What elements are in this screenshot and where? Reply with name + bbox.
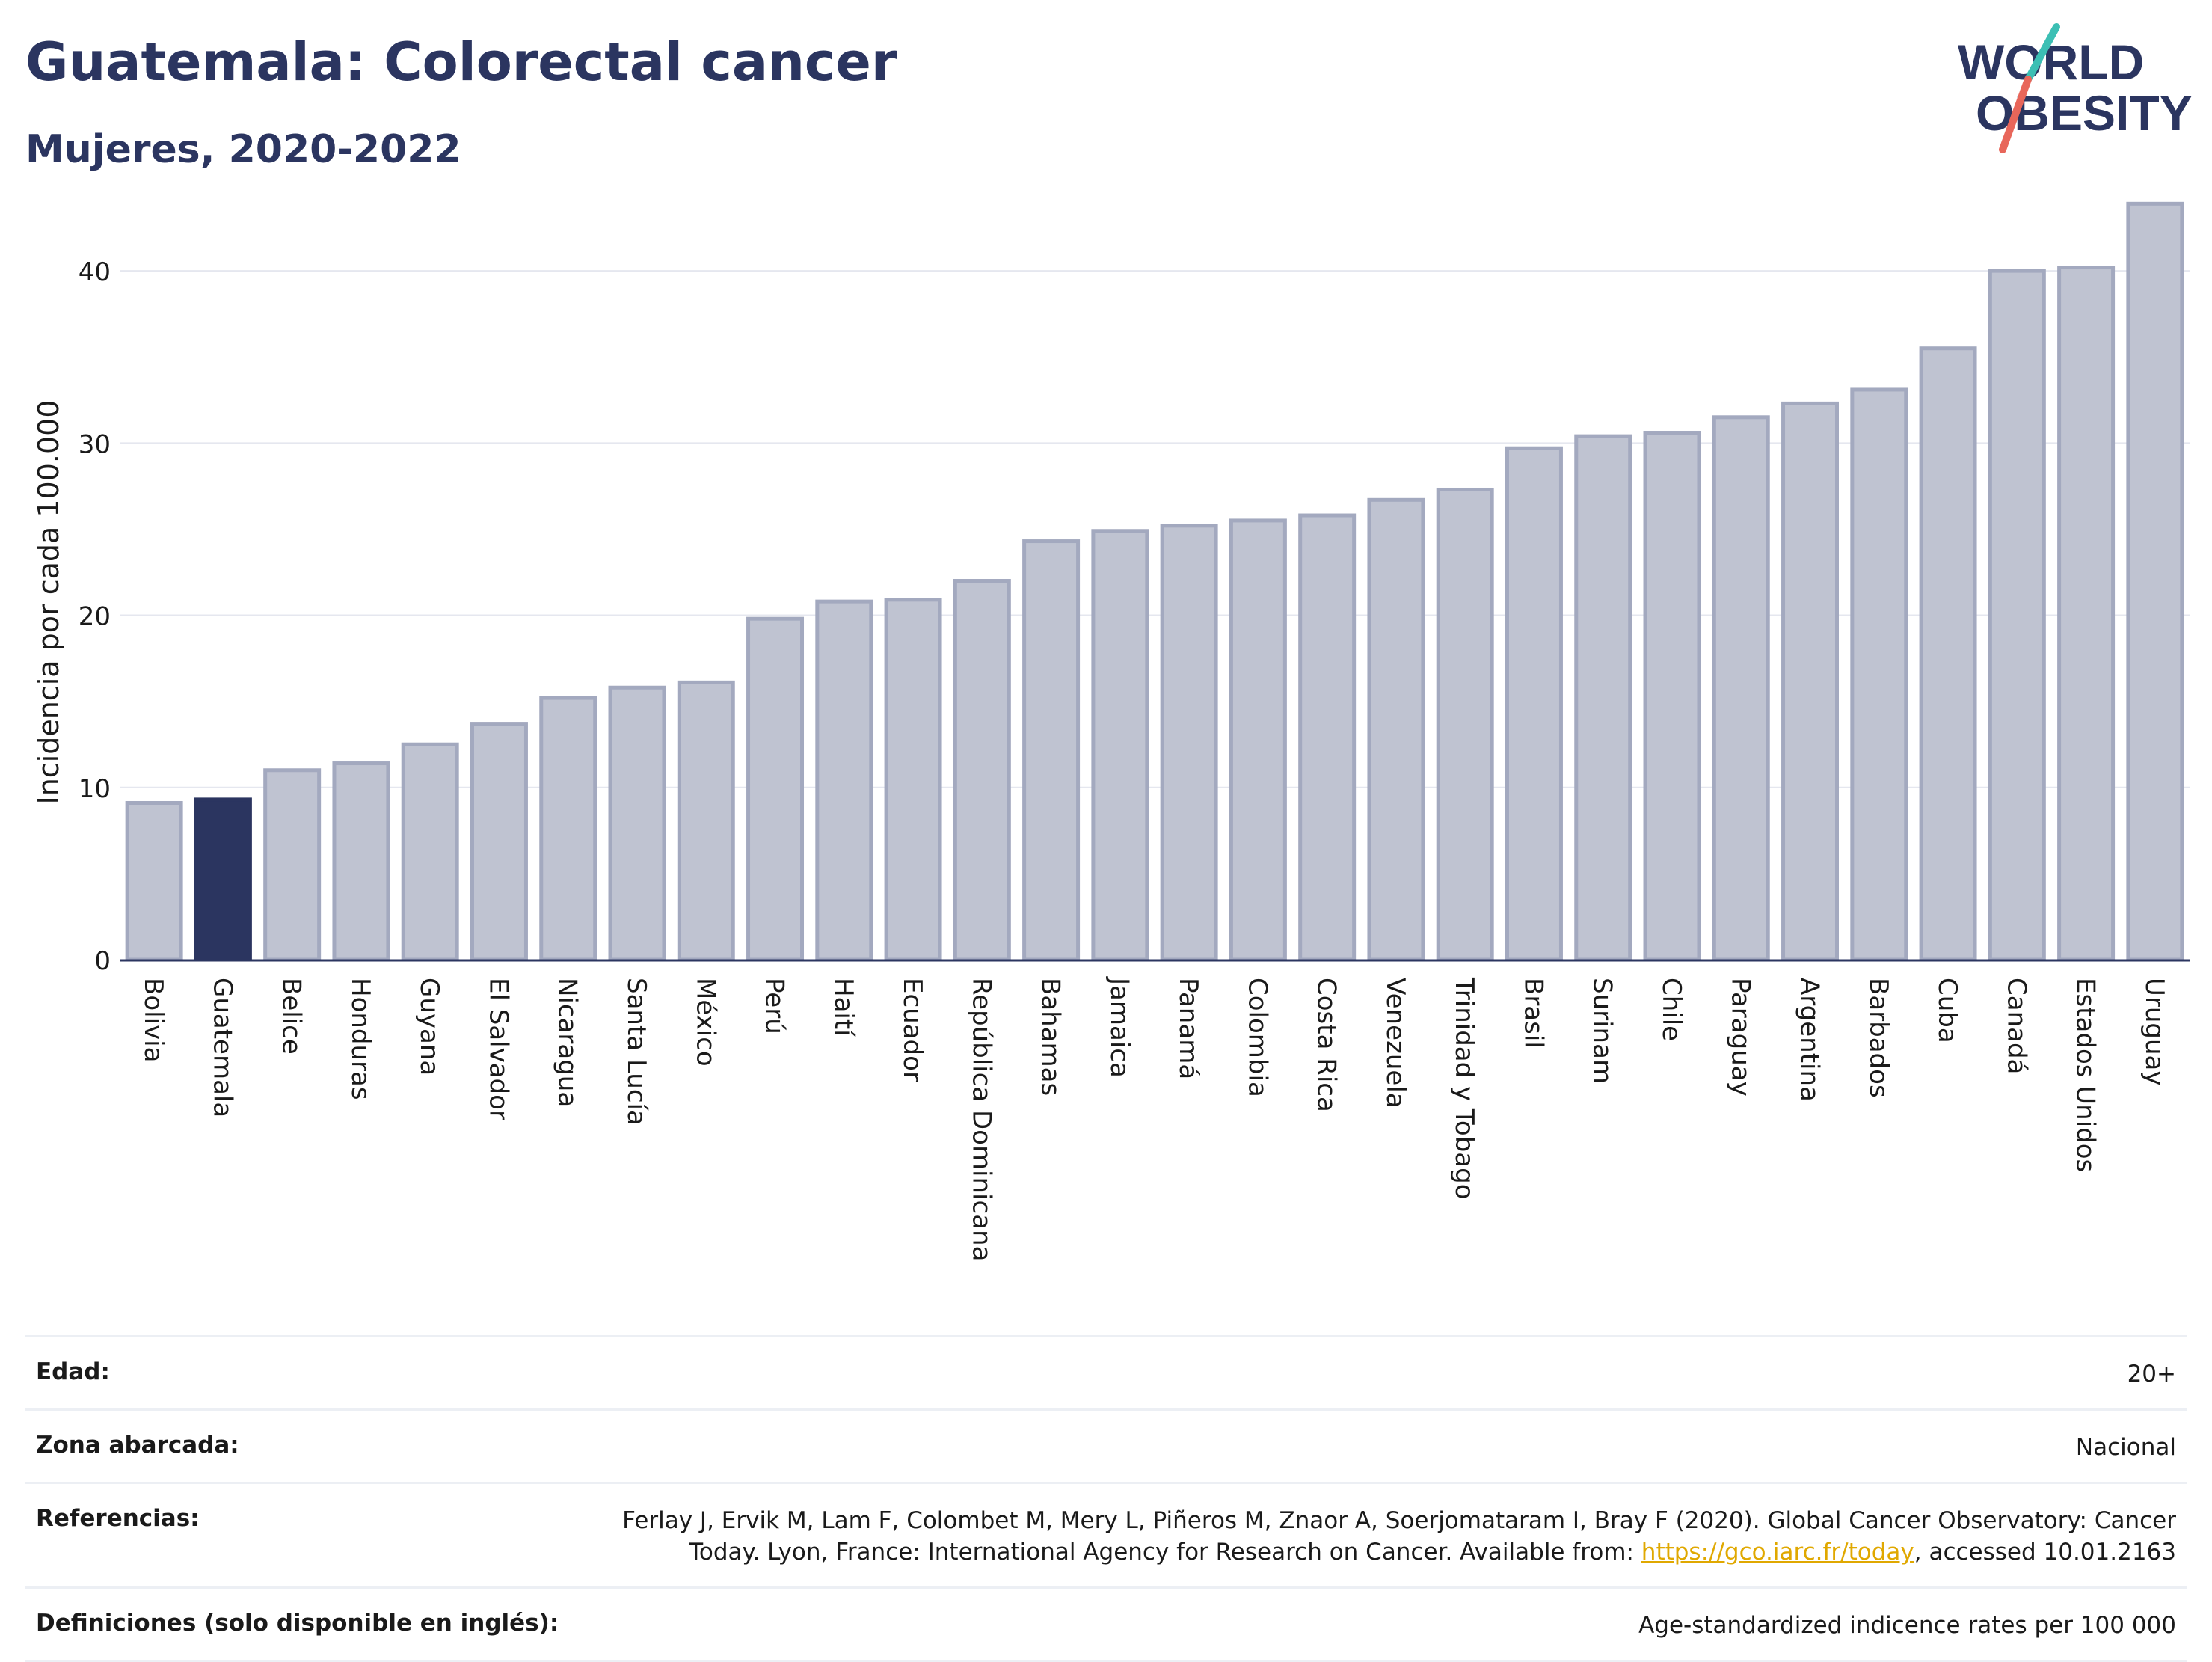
details-table: Edad: 20+ Zona abarcada: Nacional Refere… — [25, 1335, 2187, 1662]
bar-guatemala — [194, 797, 252, 962]
x-tick-label: Argentina — [1795, 978, 1825, 1102]
bar-colombia — [1229, 518, 1287, 962]
details-row-coverage: Zona abarcada: Nacional — [25, 1411, 2187, 1484]
bar-belice — [263, 768, 322, 962]
x-tick-label: Bolivia — [138, 978, 168, 1062]
x-tick-label: Perú — [760, 978, 790, 1034]
bar-guyana — [401, 742, 459, 962]
references-accessed: , accessed 10.01.2163 — [1914, 1539, 2176, 1566]
y-tick-label: 20 — [79, 602, 111, 632]
details-row-age: Edad: 20+ — [25, 1337, 2187, 1411]
details-value: Age-standardized indicence rates per 100… — [1638, 1612, 2176, 1640]
chart-title: Guatemala: Colorectal cancer — [25, 31, 897, 93]
y-tick-label: 0 — [94, 946, 111, 976]
x-tick-label: Uruguay — [2139, 978, 2169, 1086]
details-row-references: Referencias: Ferlay J, Ervik M, Lam F, C… — [25, 1484, 2187, 1589]
bar-surinam — [1574, 434, 1632, 962]
bar-haití — [815, 599, 873, 962]
bar-bolivia — [125, 800, 183, 962]
details-label: Referencias: — [36, 1504, 200, 1532]
y-tick-label: 30 — [79, 429, 111, 459]
x-tick-label: República Dominicana — [966, 978, 996, 1261]
bar-paraguay — [1712, 415, 1770, 962]
bar-el-salvador — [470, 722, 528, 962]
bar-argentina — [1781, 401, 1840, 962]
logo-slash-coral — [1999, 76, 2032, 153]
x-tick-label: El Salvador — [483, 978, 513, 1120]
bar-brasil — [1505, 446, 1563, 962]
x-tick-label: Surinam — [1588, 978, 1617, 1084]
details-label: Edad: — [36, 1358, 110, 1385]
x-tick-label: Santa Lucía — [621, 978, 651, 1126]
y-tick-label: 40 — [79, 257, 111, 287]
x-tick-label: Panamá — [1173, 978, 1203, 1079]
bar-panamá — [1160, 524, 1218, 962]
bar-honduras — [332, 761, 390, 962]
y-axis-label: Incidencia por cada 100.000 — [32, 399, 65, 804]
bar-méxico — [677, 680, 735, 962]
x-tick-label: Guatemala — [207, 978, 237, 1117]
bar-barbados — [1850, 387, 1908, 962]
bar-costa-rica — [1298, 513, 1357, 962]
bar-república-dominicana — [953, 579, 1011, 962]
x-tick-label: México — [690, 978, 720, 1067]
bar-chile — [1643, 431, 1701, 962]
bar-canadá — [1988, 269, 2046, 962]
references-citation: Ferlay J, Ervik M, Lam F, Colombet M, Me… — [622, 1506, 2176, 1566]
details-row-definitions: Definiciones (solo disponible en inglés)… — [25, 1589, 2187, 1662]
details-label: Definiciones (solo disponible en inglés)… — [36, 1610, 559, 1637]
x-tick-label: Brasil — [1518, 978, 1548, 1049]
x-tick-labels: Bolivia Guatemala Belice Honduras Guyana El S… — [138, 976, 2169, 1261]
bar-venezuela — [1367, 497, 1425, 962]
details-label: Zona abarcada: — [36, 1431, 239, 1459]
x-tick-label: Venezuela — [1380, 978, 1410, 1108]
x-tick-label: Bahamas — [1036, 978, 1066, 1096]
x-tick-label: Ecuador — [897, 978, 927, 1082]
bar-chart: 0 10 20 30 40 Bolivia Guatemala Belice Honduras… — [32, 201, 2190, 1261]
y-tick-label: 10 — [79, 774, 111, 804]
references-text: Ferlay J, Ervik M, Lam F, Colombet M, Me… — [606, 1505, 2176, 1569]
logo-slash-teal — [2024, 23, 2060, 83]
x-tick-label: Estados Unidos — [2071, 978, 2101, 1172]
x-tick-label: Haití — [829, 978, 858, 1037]
bar-perú — [746, 616, 805, 962]
bar-uruguay — [2126, 201, 2184, 962]
bar-cuba — [1919, 346, 1977, 962]
x-tick-label: Barbados — [1864, 978, 1893, 1098]
gridlines — [120, 270, 2190, 788]
bar-estados-unidos — [2057, 266, 2116, 962]
x-tick-label: Trinidad y Tobago — [1449, 977, 1479, 1200]
x-tick-label: Costa Rica — [1312, 978, 1342, 1112]
source-link[interactable]: https://gco.iarc.fr/today — [1641, 1539, 1914, 1566]
world-obesity-logo: WORLD OBESITY — [1958, 23, 2193, 153]
x-tick-label: Nicaragua — [553, 978, 583, 1107]
x-tick-label: Paraguay — [1725, 978, 1755, 1097]
x-tick-label: Canadá — [2001, 978, 2031, 1074]
x-tick-label: Colombia — [1242, 978, 1272, 1097]
bar-nicaragua — [539, 696, 597, 962]
x-tick-label: Belice — [277, 978, 307, 1055]
details-value: 20+ — [2127, 1361, 2176, 1387]
bar-santa-lucía — [608, 685, 666, 962]
x-tick-label: Jamaica — [1105, 976, 1134, 1078]
bar-ecuador — [884, 598, 942, 962]
bar-trinidad-y-tobago — [1436, 487, 1494, 962]
bars — [125, 201, 2184, 962]
bar-bahamas — [1022, 539, 1081, 962]
x-tick-label: Cuba — [1932, 978, 1962, 1043]
x-tick-label: Guyana — [414, 978, 444, 1076]
chart-subtitle: Mujeres, 2020-2022 — [25, 127, 461, 172]
y-tick-labels: 0 10 20 30 40 — [79, 257, 111, 976]
x-tick-label: Honduras — [345, 978, 375, 1100]
details-value: Nacional — [2075, 1433, 2176, 1461]
bar-jamaica — [1091, 529, 1149, 962]
x-tick-label: Chile — [1656, 978, 1686, 1041]
